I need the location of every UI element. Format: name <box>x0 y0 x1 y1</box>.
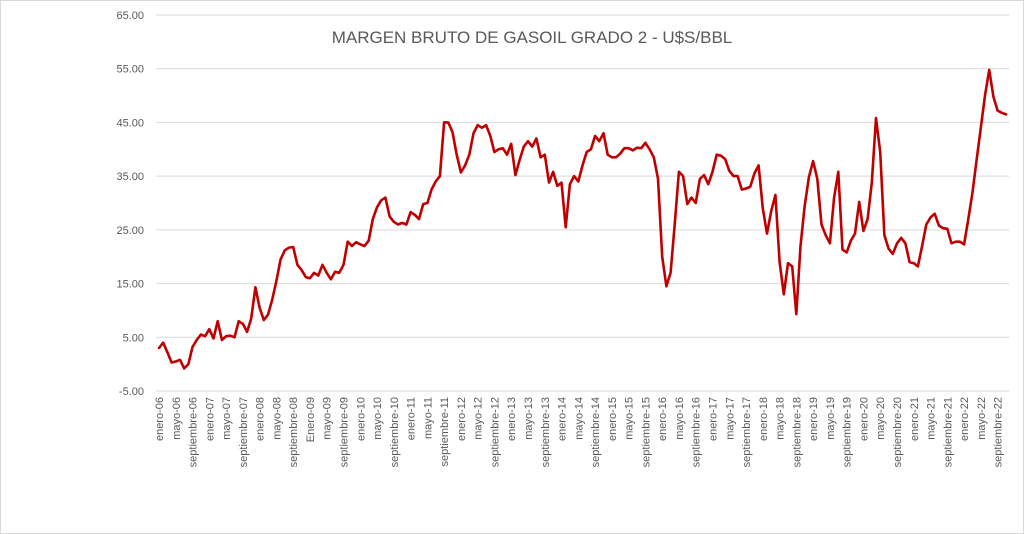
x-tick-label: mayo-17 <box>724 397 736 440</box>
x-tick-label: mayo-20 <box>875 397 887 440</box>
y-tick-label: 35.00 <box>116 171 144 183</box>
y-tick-label: 25.00 <box>116 225 144 237</box>
x-tick-label: enero-22 <box>959 397 971 441</box>
x-tick-label: mayo-21 <box>926 397 938 440</box>
x-tick-label: enero-13 <box>506 397 518 441</box>
x-tick-label: enero-20 <box>858 397 870 441</box>
x-tick-label: mayo-09 <box>322 397 334 440</box>
y-axis-ticks: -5.00 5.00 15.00 25.00 35.00 45.00 55.00 65.00 <box>116 10 144 398</box>
x-tick-label: enero-17 <box>707 397 719 441</box>
x-tick-label: septiembre-12 <box>489 397 501 467</box>
x-tick-label: enero-19 <box>808 397 820 441</box>
y-tick-label: 15.00 <box>116 279 144 291</box>
x-tick-label: enero-07 <box>204 397 216 441</box>
x-tick-label: septiembre-13 <box>540 397 552 467</box>
x-tick-label: mayo-19 <box>825 397 837 440</box>
x-tick-label: enero-21 <box>909 397 921 441</box>
x-tick-label: mayo-11 <box>422 397 434 439</box>
x-tick-label: enero-16 <box>657 397 669 441</box>
y-tick-label: 45.00 <box>116 117 144 129</box>
x-tick-label: enero-18 <box>758 397 770 441</box>
x-tick-label: mayo-15 <box>624 397 636 440</box>
x-tick-label: mayo-06 <box>171 397 183 440</box>
x-tick-label: septiembre-11 <box>439 397 451 467</box>
x-tick-label: enero-06 <box>154 397 166 441</box>
x-tick-label: mayo-18 <box>775 397 787 440</box>
x-tick-label: septiembre-10 <box>389 397 401 467</box>
x-tick-label: septiembre-16 <box>691 397 703 467</box>
x-tick-label: septiembre-15 <box>640 397 652 467</box>
y-tick-label: 55.00 <box>116 64 144 76</box>
chart-title: MARGEN BRUTO DE GASOIL GRADO 2 - U$S/BBL <box>332 28 733 47</box>
y-tick-label: 65.00 <box>116 10 144 22</box>
x-tick-label: septiembre-20 <box>892 397 904 467</box>
x-tick-label: mayo-16 <box>674 397 686 440</box>
series-line <box>157 68 1008 370</box>
gridlines <box>156 14 1009 392</box>
x-axis-ticks: enero-06 mayo-06 septiembre-06 enero-07 mayo… <box>154 397 1005 467</box>
x-tick-label: enero-12 <box>456 397 468 441</box>
x-tick-label: enero-11 <box>406 397 418 440</box>
x-tick-label: mayo-10 <box>372 397 384 440</box>
x-tick-label: septiembre-08 <box>288 397 300 467</box>
y-tick-label: 5.00 <box>123 332 144 344</box>
x-tick-label: septiembre-19 <box>842 397 854 467</box>
x-tick-label: mayo-12 <box>473 397 485 440</box>
x-tick-label: septiembre-14 <box>590 397 602 467</box>
x-tick-label: septiembre-09 <box>338 397 350 467</box>
x-tick-label: septiembre-18 <box>791 397 803 467</box>
x-tick-label: mayo-22 <box>976 397 988 440</box>
x-tick-label: enero-10 <box>355 397 367 441</box>
x-tick-label: mayo-08 <box>271 397 283 440</box>
x-tick-label: mayo-07 <box>221 397 233 440</box>
series-layer <box>157 68 1008 370</box>
x-tick-label: Enero-09 <box>305 397 317 442</box>
x-tick-label: septiembre-21 <box>942 397 954 467</box>
x-tick-label: septiembre-17 <box>741 397 753 467</box>
x-tick-label: enero-15 <box>607 397 619 441</box>
x-tick-label: septiembre-07 <box>238 397 250 467</box>
x-tick-label: mayo-13 <box>523 397 535 440</box>
x-tick-label: enero-14 <box>557 397 569 441</box>
x-tick-label: mayo-14 <box>573 397 585 440</box>
x-tick-label: septiembre-06 <box>188 397 200 467</box>
x-tick-label: enero-08 <box>255 397 267 441</box>
y-tick-label: -5.00 <box>119 386 144 398</box>
x-tick-label: septiembre-22 <box>993 397 1005 467</box>
